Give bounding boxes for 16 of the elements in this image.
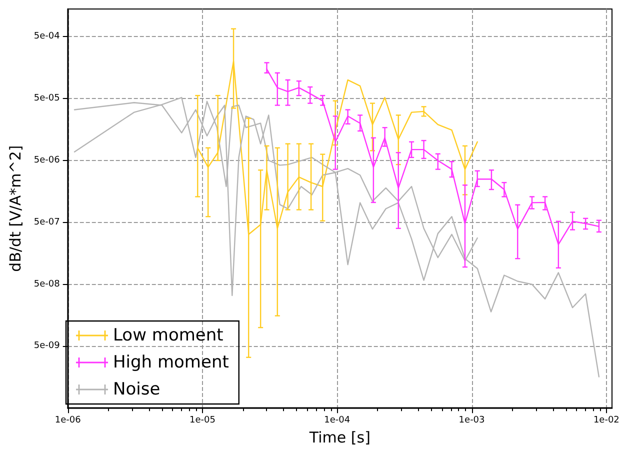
x-tick-label: 1e-06 — [54, 416, 82, 426]
y-tick-label: 5e-06 — [34, 155, 60, 166]
x-tick-label: 1e-05 — [190, 416, 216, 426]
y-tick-label: 5e-09 — [34, 341, 60, 352]
legend-label: Noise — [113, 380, 160, 400]
y-tick-label: 5e-07 — [34, 217, 60, 228]
legend-label: Low moment — [113, 326, 224, 346]
y-tick-label: 5e-05 — [34, 94, 60, 104]
x-tick-label: 1e-03 — [458, 416, 485, 426]
x-tick-label: 1e-02 — [593, 416, 620, 426]
y-axis-title: dB/dt [V/A*m^2] — [6, 145, 24, 272]
y-tick-label: 5e-08 — [34, 279, 60, 290]
legend-label: High moment — [113, 352, 230, 372]
y-tick-label: 5e-04 — [34, 32, 60, 42]
x-axis-title: Time [s] — [308, 428, 370, 446]
x-tick-label: 1e-04 — [324, 416, 350, 426]
